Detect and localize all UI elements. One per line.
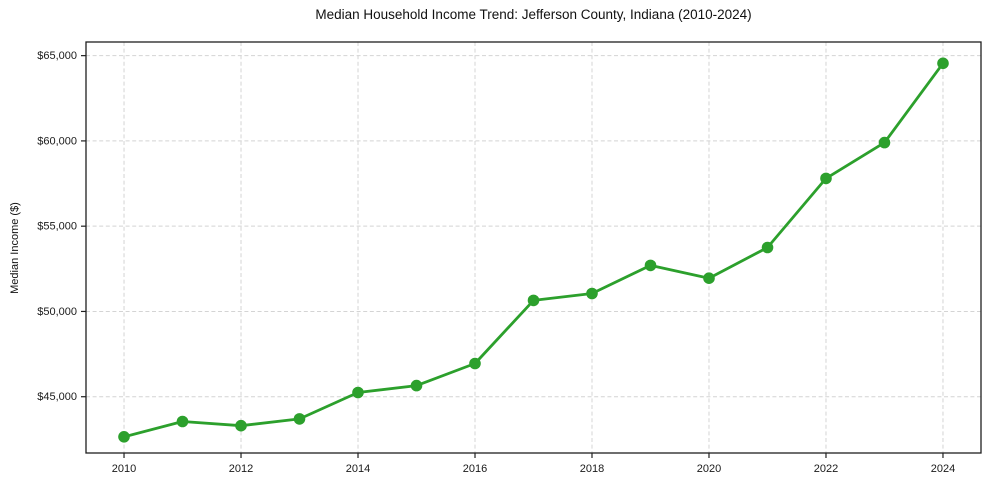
data-point-2016 [469, 357, 481, 370]
data-point-2017 [527, 294, 540, 307]
data-point-2020 [703, 272, 715, 285]
x-tick-label: 2014 [346, 463, 370, 475]
x-tick-label: 2020 [697, 463, 721, 475]
data-point-2018 [586, 287, 598, 300]
plot-border [85, 41, 982, 454]
x-tick-label: 2018 [580, 463, 604, 475]
data-point-2023 [878, 136, 891, 149]
data-point-2014 [352, 386, 364, 399]
data-point-2024 [937, 57, 949, 70]
x-tick-label: 2010 [112, 463, 136, 475]
y-tick-label: $65,000 [37, 50, 77, 62]
data-point-2013 [293, 413, 306, 425]
x-tick-label: 2022 [814, 463, 838, 475]
y-tick-label: $50,000 [37, 306, 77, 318]
y-tick-label: $60,000 [37, 135, 77, 147]
y-tick-label: $55,000 [37, 221, 77, 233]
data-point-2021 [761, 241, 774, 254]
data-point-2011 [176, 415, 189, 428]
data-point-2010 [118, 431, 130, 443]
x-tick-label: 2012 [229, 463, 253, 475]
data-point-2012 [235, 419, 247, 432]
trend-line [122, 61, 945, 439]
x-tick-label: 2016 [463, 463, 487, 475]
data-point-2015 [410, 379, 423, 392]
y-tick-label: $45,000 [37, 391, 77, 403]
data-point-2022 [820, 172, 832, 185]
data-point-2019 [644, 259, 657, 272]
x-tick-label: 2024 [931, 463, 955, 475]
chart-title: Median Household Income Trend: Jefferson… [315, 7, 752, 22]
